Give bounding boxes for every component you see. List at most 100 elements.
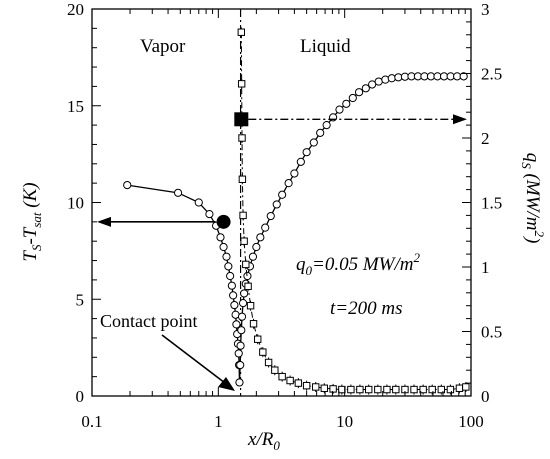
temperature-point-2 — [194, 198, 203, 207]
y-left-tick-label: 15 — [67, 97, 84, 116]
y-axis-right-title: qS (MW/m2) — [519, 153, 547, 244]
heat-flux-point-21 — [338, 385, 346, 394]
heat-flux-point-35 — [462, 383, 470, 391]
heat-flux-point-2 — [238, 134, 246, 142]
temperature-point-27 — [243, 271, 252, 281]
filled-circle-marker — [216, 214, 231, 229]
y-axis-left-title: TS-Tsat (K) — [20, 182, 44, 261]
heat-flux-point-1 — [237, 80, 246, 88]
heat-flux-point-13 — [271, 366, 279, 374]
temperature-point-40 — [309, 138, 318, 147]
y-right-tick-label: 1 — [481, 258, 490, 277]
axes-layer: 0.1 1 10 100 0 5 10 15 20 0 0.5 1 1.5 2 2.5 3 — [67, 0, 502, 431]
temperature-point-39 — [302, 148, 311, 157]
temperature-point-19 — [235, 378, 244, 387]
temperature-point-48 — [361, 84, 370, 93]
heat-flux-point-19 — [320, 384, 329, 392]
right-axis-arrowhead — [453, 114, 467, 125]
heat-flux-point-10 — [254, 335, 262, 343]
heat-flux-point-33 — [446, 385, 455, 394]
temperature-point-21 — [236, 341, 245, 350]
temperature-point-11 — [229, 291, 238, 300]
heat-flux-point-22 — [347, 385, 355, 394]
liquid-label: Liquid — [300, 36, 351, 57]
temperature-point-20 — [236, 360, 245, 370]
contact-point-arrow — [161, 334, 226, 384]
contact-point-arrowhead — [218, 377, 235, 391]
heat-flux-point-18 — [312, 383, 320, 391]
temperature-point-0 — [123, 180, 132, 190]
heat-flux-point-7 — [244, 282, 252, 291]
x-tick-label: 10 — [336, 412, 353, 431]
heat-flux-point-16 — [294, 379, 303, 387]
temperature-point-35 — [278, 190, 287, 199]
x-tick-label: 1 — [214, 412, 223, 431]
y-right-tick-label: 2 — [481, 129, 490, 148]
temperature-point-8 — [224, 262, 233, 271]
temperature-point-45 — [342, 99, 351, 108]
temperature-point-50 — [374, 77, 383, 86]
temperature-point-63 — [459, 72, 468, 81]
temperature-point-34 — [272, 200, 281, 209]
heat-flux-point-32 — [437, 385, 446, 394]
heat-flux-point-15 — [286, 376, 294, 385]
plot-frame — [91, 8, 472, 397]
temperature-point-14 — [232, 320, 241, 329]
heat-flux-point-8 — [246, 302, 255, 310]
y-left-tick-label: 20 — [67, 0, 84, 19]
temperature-point-46 — [348, 93, 357, 103]
y-right-tick-label: 2.5 — [481, 65, 502, 84]
temperature-point-23 — [237, 312, 247, 321]
heat-flux-point-20 — [329, 385, 337, 393]
y-right-tick-label: 0.5 — [481, 323, 502, 342]
q0-annotation: q0=0.05 MW/m2 — [296, 250, 420, 278]
vapor-label: Vapor — [140, 36, 186, 57]
filled-square-marker — [234, 112, 249, 127]
y-left-tick-label: 10 — [67, 194, 84, 213]
temperature-point-52 — [387, 74, 396, 83]
y-right-tick-label: 1.5 — [481, 194, 502, 213]
temperature-point-33 — [266, 211, 275, 221]
temperature-point-30 — [252, 242, 261, 252]
temperature-point-29 — [248, 252, 258, 261]
temperature-point-12 — [230, 300, 239, 310]
temperature-point-10 — [227, 281, 236, 290]
heat-flux-point-11 — [259, 348, 267, 356]
heat-flux-point-25 — [374, 385, 382, 394]
temperature-point-3 — [205, 210, 214, 219]
contact-point-label: Contact point — [100, 311, 198, 331]
plot-layer — [97, 9, 470, 396]
y-left-tick-label: 5 — [76, 290, 85, 309]
temperature-point-49 — [368, 80, 377, 89]
heat-flux-point-31 — [428, 385, 436, 394]
x-tick-label: 0.1 — [81, 412, 102, 431]
heat-flux-point-9 — [249, 320, 258, 328]
left-axis-arrowhead — [97, 216, 111, 227]
temperature-point-9 — [226, 271, 235, 281]
temperature-point-47 — [354, 88, 364, 97]
heat-flux-point-14 — [278, 372, 286, 381]
temperature-point-36 — [284, 179, 293, 188]
heat-flux-point-29 — [410, 385, 418, 394]
temperature-point-6 — [219, 242, 228, 252]
temperature-point-22 — [237, 326, 246, 335]
heat-flux-point-12 — [264, 358, 273, 367]
time-annotation: t=200 ms — [330, 298, 402, 319]
temperature-point-25 — [240, 289, 249, 298]
heat-flux-point-34 — [455, 384, 464, 392]
y-right-tick-label: 3 — [481, 0, 490, 19]
temperature-point-32 — [261, 223, 270, 232]
x-axis-title: x/R0 — [247, 429, 280, 453]
heat-flux-point-30 — [419, 385, 427, 394]
heat-flux-point-24 — [365, 385, 373, 394]
temperature-point-37 — [290, 169, 299, 178]
x-tick-label: 100 — [458, 412, 484, 431]
temperature-point-53 — [394, 73, 403, 82]
heat-flux-point-3 — [238, 175, 247, 183]
temperature-point-1 — [173, 188, 183, 197]
temperature-series-line — [127, 75, 464, 383]
heat-flux-point-6 — [242, 260, 250, 269]
temperature-point-41 — [316, 128, 325, 137]
temperature-point-24 — [238, 299, 248, 308]
